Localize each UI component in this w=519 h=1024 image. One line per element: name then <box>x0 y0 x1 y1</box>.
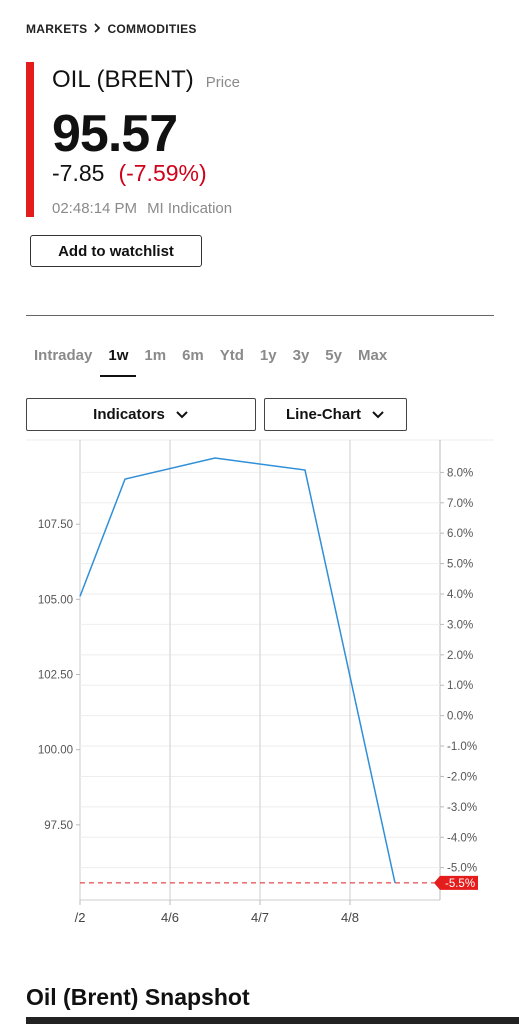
right-axis-tick-label: 4.0% <box>447 589 473 601</box>
breadcrumb: MARKETS COMMODITIES <box>26 22 197 36</box>
right-axis-tick-label: -4.0% <box>447 832 477 844</box>
right-axis-tick-label: -3.0% <box>447 802 477 814</box>
current-value-badge <box>434 875 478 890</box>
right-axis-tick-label: 8.0% <box>447 467 473 479</box>
quote-accent-bar <box>26 62 34 217</box>
range-tab-intraday[interactable]: Intraday <box>34 347 93 364</box>
right-axis-tick-label: -1.0% <box>447 741 477 753</box>
quote-time: 02:48:14 PM <box>52 200 138 217</box>
left-axis-tick-label: 102.50 <box>38 670 73 682</box>
quote-title-row: OIL (BRENT) Price <box>52 66 240 94</box>
range-tab-5y[interactable]: 5y <box>325 347 342 364</box>
chevron-down-icon <box>176 410 188 418</box>
right-axis-tick-label: 5.0% <box>447 559 473 571</box>
chart-type-dropdown[interactable]: Line-Chart <box>264 398 407 431</box>
right-axis-tick-label: -2.0% <box>447 771 477 783</box>
range-tab-ytd[interactable]: Ytd <box>219 347 244 364</box>
add-to-watchlist-button[interactable]: Add to watchlist <box>30 235 202 267</box>
right-axis-tick-label: 1.0% <box>447 680 473 692</box>
instrument-name: OIL (BRENT) <box>52 66 194 93</box>
chevron-down-icon <box>372 410 384 418</box>
left-axis-tick-label: 100.00 <box>38 745 73 757</box>
range-tab-max[interactable]: Max <box>357 347 388 364</box>
right-axis-tick-label: 7.0% <box>447 498 473 510</box>
range-tab-1w[interactable]: 1w <box>100 340 137 377</box>
right-axis-tick-label: 0.0% <box>447 711 473 723</box>
x-axis-tick-label: /2 <box>75 910 86 925</box>
right-axis-tick-label: 6.0% <box>447 528 473 540</box>
range-tab-1y[interactable]: 1y <box>259 347 277 364</box>
price-series-line <box>79 457 396 884</box>
breadcrumb-markets-link[interactable]: MARKETS <box>26 22 88 36</box>
price-chart[interactable]: 8.0% 7.0% 6.0% 5.0% 4.0% 3.0% 2.0% 1.0% 0.0% -1.0… <box>26 438 519 938</box>
x-axis-tick-label: 4/6 <box>161 910 179 925</box>
range-tab-1m[interactable]: 1m <box>144 347 167 364</box>
change-row: -7.85 (-7.59%) <box>52 160 207 187</box>
chart-type-dropdown-label: Line-Chart <box>286 406 361 423</box>
indicators-dropdown-label: Indicators <box>93 406 165 423</box>
range-tab-3y[interactable]: 3y <box>292 347 310 364</box>
change-percent: (-7.59%) <box>118 160 207 186</box>
x-axis-tick-label: 4/7 <box>251 910 269 925</box>
indicators-dropdown[interactable]: Indicators <box>26 398 256 431</box>
left-axis-tick-label: 105.00 <box>38 594 73 606</box>
change-absolute: -7.85 <box>52 160 105 186</box>
right-axis-tick-label: 3.0% <box>447 619 473 631</box>
quote-meta: 02:48:14 PM MI Indication <box>52 200 232 217</box>
price-value: 95.57 <box>52 105 178 163</box>
breadcrumb-commodities-link[interactable]: COMMODITIES <box>107 22 197 36</box>
left-axis-tick-label: 107.50 <box>38 519 73 531</box>
price-label: Price <box>205 74 240 91</box>
current-value-label: -5.5% <box>445 878 475 890</box>
bottom-rule <box>26 1017 519 1024</box>
range-tab-6m[interactable]: 6m <box>182 347 204 364</box>
chevron-right-icon <box>93 22 101 36</box>
section-divider <box>26 315 494 316</box>
snapshot-heading: Oil (Brent) Snapshot <box>26 984 250 1010</box>
left-axis-tick-label: 97.50 <box>44 820 73 832</box>
range-tabs: Intraday 1w 1m 6m Ytd 1y 3y 5y Max <box>26 340 395 377</box>
right-axis-tick-label: -5.0% <box>447 863 477 875</box>
x-axis-tick-label: 4/8 <box>341 910 359 925</box>
quote-source: MI Indication <box>147 200 233 217</box>
right-axis-tick-label: 2.0% <box>447 650 473 662</box>
